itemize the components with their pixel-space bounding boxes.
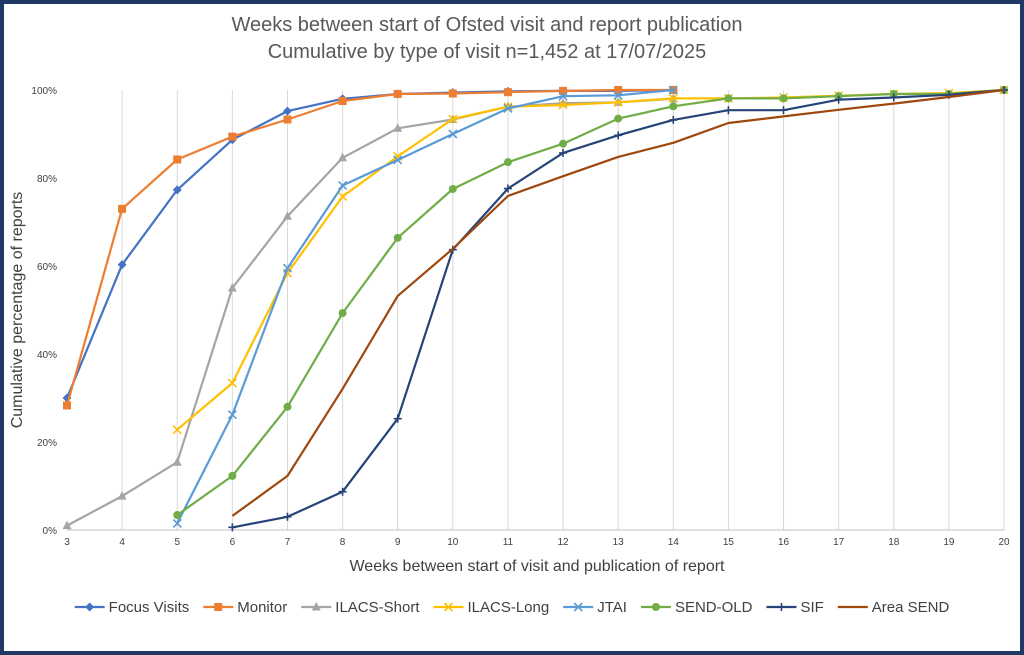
- x-tick-label: 14: [668, 537, 680, 548]
- x-axis-title: Weeks between start of visit and publica…: [349, 558, 725, 575]
- data-point-marker: [173, 511, 181, 519]
- legend-label: SEND-OLD: [675, 599, 753, 616]
- x-tick-label: 13: [613, 537, 625, 548]
- y-axis-ticks: 0% 20% 40% 60% 80% 100%: [31, 86, 57, 537]
- data-point-marker: [283, 107, 292, 116]
- x-tick-label: 6: [230, 537, 236, 548]
- data-point-marker: [780, 94, 788, 102]
- x-tick-label: 10: [447, 537, 459, 548]
- legend-item: SIF: [766, 599, 823, 616]
- x-tick-label: 15: [723, 537, 735, 548]
- data-point-marker: [394, 234, 402, 242]
- data-point-marker: [228, 133, 236, 141]
- x-tick-label: 19: [943, 537, 955, 548]
- data-point-marker: [339, 97, 347, 105]
- data-point-marker: [780, 106, 788, 114]
- data-point-marker: [283, 115, 291, 123]
- y-tick-label: 20%: [37, 438, 57, 449]
- data-point-marker: [283, 403, 291, 411]
- legend: Focus Visits Monitor ILACS-Short ILACS-Long…: [75, 599, 950, 616]
- series-ilacs-short: [63, 94, 678, 529]
- legend-label: Monitor: [237, 599, 287, 616]
- x-tick-label: 9: [395, 537, 401, 548]
- series-line: [177, 90, 673, 523]
- series-line: [67, 90, 673, 406]
- data-point-marker: [228, 472, 236, 480]
- legend-item: SEND-OLD: [641, 599, 753, 616]
- data-point-marker: [63, 401, 71, 409]
- series-line: [177, 90, 1004, 430]
- data-point-marker: [777, 603, 785, 611]
- series-line: [67, 90, 673, 398]
- y-tick-label: 80%: [37, 174, 57, 185]
- legend-item: Focus Visits: [75, 599, 190, 616]
- data-point-marker: [214, 603, 222, 611]
- data-point-marker: [118, 205, 126, 213]
- series-ilacs-long: [173, 86, 1008, 434]
- y-tick-label: 40%: [37, 350, 57, 361]
- y-tick-label: 0%: [43, 526, 58, 537]
- data-point-marker: [283, 513, 291, 521]
- legend-item: JTAI: [563, 599, 627, 616]
- legend-label: ILACS-Short: [335, 599, 420, 616]
- series-line: [67, 99, 673, 526]
- data-point-marker: [339, 309, 347, 317]
- data-point-marker: [504, 158, 512, 166]
- series-line: [177, 90, 1004, 515]
- y-tick-label: 60%: [37, 262, 57, 273]
- legend-item: Monitor: [203, 599, 287, 616]
- series-jtai: [173, 86, 677, 527]
- data-point-marker: [614, 131, 622, 139]
- x-axis-ticks: 3 4 5 6 7 8 9 10 11 12 13 14 15 16 17 18 19 20: [64, 537, 1010, 548]
- legend-label: SIF: [800, 599, 823, 616]
- data-point-marker: [724, 94, 732, 102]
- x-tick-label: 18: [888, 537, 900, 548]
- x-tick-label: 20: [998, 537, 1010, 548]
- data-point-marker: [504, 88, 512, 96]
- data-point-marker: [85, 603, 94, 612]
- data-point-marker: [173, 156, 181, 164]
- data-point-marker: [559, 140, 567, 148]
- series-send-old: [173, 86, 1008, 519]
- chart-subtitle: Cumulative by type of visit n=1,452 at 1…: [268, 41, 707, 63]
- y-axis-title: Cumulative percentage of reports: [9, 192, 26, 429]
- data-point-marker: [724, 106, 732, 114]
- legend-item: ILACS-Long: [433, 599, 549, 616]
- legend-label: Focus Visits: [109, 599, 190, 616]
- data-point-marker: [652, 603, 660, 611]
- legend-label: JTAI: [597, 599, 627, 616]
- data-point-marker: [669, 102, 677, 110]
- x-tick-label: 16: [778, 537, 790, 548]
- legend-label: Area SEND: [872, 599, 950, 616]
- data-point-marker: [449, 90, 457, 98]
- x-tick-label: 7: [285, 537, 291, 548]
- x-tick-label: 3: [64, 537, 70, 548]
- x-tick-label: 12: [557, 537, 569, 548]
- x-tick-label: 5: [174, 537, 180, 548]
- line-chart: Weeks between start of Ofsted visit and …: [0, 0, 1024, 655]
- chart-title: Weeks between start of Ofsted visit and …: [231, 14, 742, 36]
- data-point-marker: [394, 90, 402, 98]
- data-point-marker: [173, 457, 182, 466]
- x-tick-label: 17: [833, 537, 845, 548]
- legend-item: ILACS-Short: [301, 599, 420, 616]
- legend-label: ILACS-Long: [467, 599, 549, 616]
- data-point-marker: [449, 185, 457, 193]
- x-tick-label: 4: [119, 537, 125, 548]
- data-point-marker: [669, 116, 677, 124]
- data-point-marker: [614, 115, 622, 123]
- x-tick-label: 11: [503, 537, 514, 548]
- legend-item: Area SEND: [838, 599, 950, 616]
- x-tick-label: 8: [340, 537, 346, 548]
- y-tick-label: 100%: [31, 86, 57, 97]
- series-group: [63, 86, 1009, 532]
